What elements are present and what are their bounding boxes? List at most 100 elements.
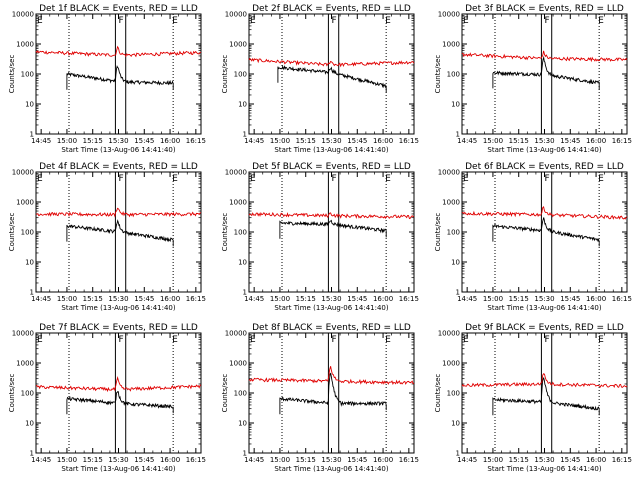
y-tick-label: 100 [21,71,34,79]
x-tick-label: 15:45 [560,295,580,303]
x-tick-label: 16:00 [160,456,180,464]
panel-5: Det 5f BLACK = Events, RED = LLD 1 10 100 10… [221,162,419,312]
y-tick-label: 10000 [12,11,34,19]
x-tick-label: 16:15 [399,137,419,145]
x-tick-label: 15:45 [560,137,580,145]
x-tick-label: 15:00 [57,137,77,145]
interval-label: E [172,174,178,184]
y-tick-label: 10 [25,420,34,428]
interval-label: E [385,174,391,184]
x-tick-label: 16:00 [586,137,606,145]
plot-frame [35,13,202,135]
x-tick-label: 15:15 [83,295,103,303]
panel-6: Det 6f BLACK = Events, RED = LLD 1 10 100 10… [434,162,632,312]
y-tick-label: 10 [451,101,460,109]
y-tick-label: 1000 [229,199,247,207]
y-tick-label: 100 [234,390,247,398]
y-tick-label: 1 [456,450,460,458]
x-tick-label: 15:45 [347,295,367,303]
panel-3: Det 3f BLACK = Events, RED = LLD 1 10 100 10… [434,4,632,154]
x-tick-label: 15:00 [57,456,77,464]
y-tick-label: 100 [234,71,247,79]
y-tick-label: 1 [243,131,247,139]
y-tick-label: 1000 [442,41,460,49]
interval-label: E [463,174,469,184]
x-tick-label: 16:00 [586,456,606,464]
y-tick-label: 10000 [12,330,34,338]
y-tick-label: 10 [25,259,34,267]
interval-label: E [250,174,256,184]
y-tick-label: 1000 [229,41,247,49]
x-tick-label: 14:45 [244,456,264,464]
plot-frame [461,332,628,454]
y-tick-label: 10 [451,259,460,267]
y-tick-label: 1000 [16,41,34,49]
lld-series-line [462,50,628,63]
y-tick-label: 100 [21,390,34,398]
interval-label: E [250,335,256,345]
chart-title: Det 5f BLACK = Events, RED = LLD [252,162,411,172]
x-tick-label: 14:45 [244,295,264,303]
x-tick-label: 15:30 [534,137,554,145]
x-tick-label: 16:00 [373,456,393,464]
y-axis-label: Counts/sec [434,374,442,413]
y-tick-label: 10000 [225,330,247,338]
panel-7: Det 7f BLACK = Events, RED = LLD 1 10 100 10… [8,323,206,473]
x-tick-label: 15:00 [270,456,290,464]
plot-frame [248,332,415,454]
x-tick-label: 15:45 [134,137,154,145]
plot-frame [35,171,202,293]
y-axis-label: Counts/sec [221,55,229,94]
y-tick-label: 10 [451,420,460,428]
panel-1: Det 1f BLACK = Events, RED = LLD 1 10 100 10… [8,4,206,154]
x-tick-label: 15:00 [483,456,503,464]
x-tick-label: 16:15 [186,137,206,145]
x-tick-label: 15:30 [108,456,128,464]
y-tick-label: 10000 [438,330,460,338]
chart-title: Det 9f BLACK = Events, RED = LLD [465,323,624,333]
lld-series-line [461,206,628,220]
x-tick-label: 14:45 [457,295,477,303]
events-series-line [66,391,174,415]
interval-label: F [545,16,550,26]
x-tick-label: 15:15 [83,137,103,145]
x-axis-label: Start Time (13-Aug-06 14:41:40) [274,146,388,154]
x-tick-label: 15:00 [270,295,290,303]
panel-8: Det 8f BLACK = Events, RED = LLD 1 10 100 10… [221,323,419,473]
plot-frame [248,171,415,293]
interval-label: E [385,16,391,26]
x-tick-label: 16:00 [160,295,180,303]
x-tick-label: 14:45 [31,295,51,303]
panel-9: Det 9f BLACK = Events, RED = LLD 1 10 100 10… [434,323,632,473]
interval-label: E [172,335,178,345]
panel-2: Det 2f BLACK = Events, RED = LLD 1 10 100 10… [221,4,419,154]
chart-title: Det 2f BLACK = Events, RED = LLD [252,4,411,14]
y-tick-label: 100 [447,390,460,398]
interval-label: E [463,335,469,345]
y-axis-label: Counts/sec [8,55,16,94]
x-tick-label: 16:15 [399,456,419,464]
x-tick-label: 15:30 [534,456,554,464]
interval-label: F [119,335,124,345]
x-axis-label: Start Time (13-Aug-06 14:41:40) [274,304,388,312]
y-axis-label: Counts/sec [8,213,16,252]
events-series-line [66,65,174,90]
x-tick-label: 16:15 [186,456,206,464]
plot-frame [248,13,415,135]
interval-label: F [332,16,337,26]
y-tick-label: 1 [456,131,460,139]
y-tick-label: 10 [238,259,247,267]
events-series-line [492,376,600,416]
y-tick-label: 1000 [16,360,34,368]
lld-series-line [35,207,202,218]
interval-label: F [119,16,124,26]
y-axis-label: Counts/sec [221,213,229,252]
x-tick-label: 15:45 [134,295,154,303]
y-tick-label: 10 [238,101,247,109]
x-tick-label: 15:15 [296,295,316,303]
x-tick-label: 15:30 [108,295,128,303]
plot-frame [461,13,628,135]
interval-label: E [598,174,604,184]
x-tick-label: 16:15 [186,295,206,303]
x-axis-label: Start Time (13-Aug-06 14:41:40) [61,146,175,154]
